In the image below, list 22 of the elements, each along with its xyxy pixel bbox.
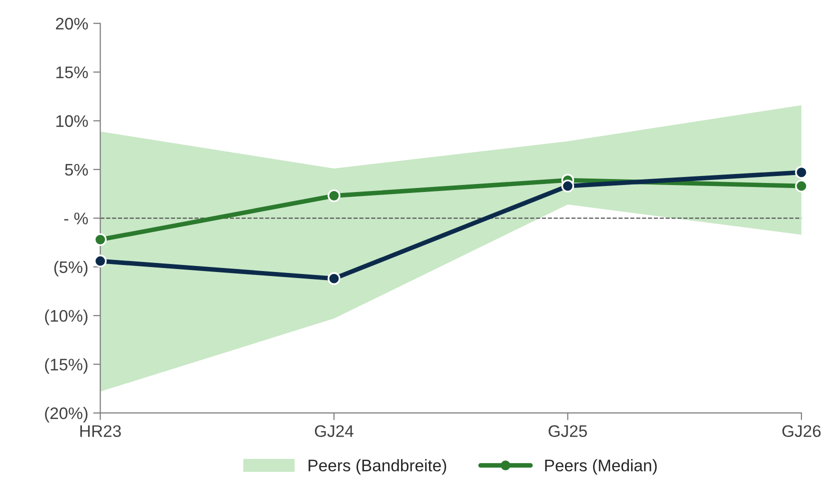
point [328,189,340,202]
y-tick-label: (5%) [54,260,88,276]
y-tick-label: 5% [65,164,88,176]
legend-label: Peers (Median) [545,459,657,475]
point [94,254,107,268]
x-tick-label: HR23 [80,425,121,438]
y-tick-label: 15% [56,66,88,78]
y-tick-label: 20% [56,18,88,30]
y-tick-label: 10% [56,115,88,127]
point [561,180,574,192]
point [795,180,808,192]
x-tick-label: GJ26 [782,425,821,438]
legend-label: Peers (Bandbreite) [308,459,446,475]
x-tick-label: GJ24 [314,425,354,438]
point [94,233,107,246]
y-tick-label: (15%) [45,358,88,374]
x-tick-label: GJ25 [548,425,587,438]
point [795,166,808,179]
y-tick-label: - % [64,212,88,224]
y-tick-label: (20%) [45,406,88,422]
y-tick-label: (10%) [45,310,88,326]
point [328,272,340,285]
